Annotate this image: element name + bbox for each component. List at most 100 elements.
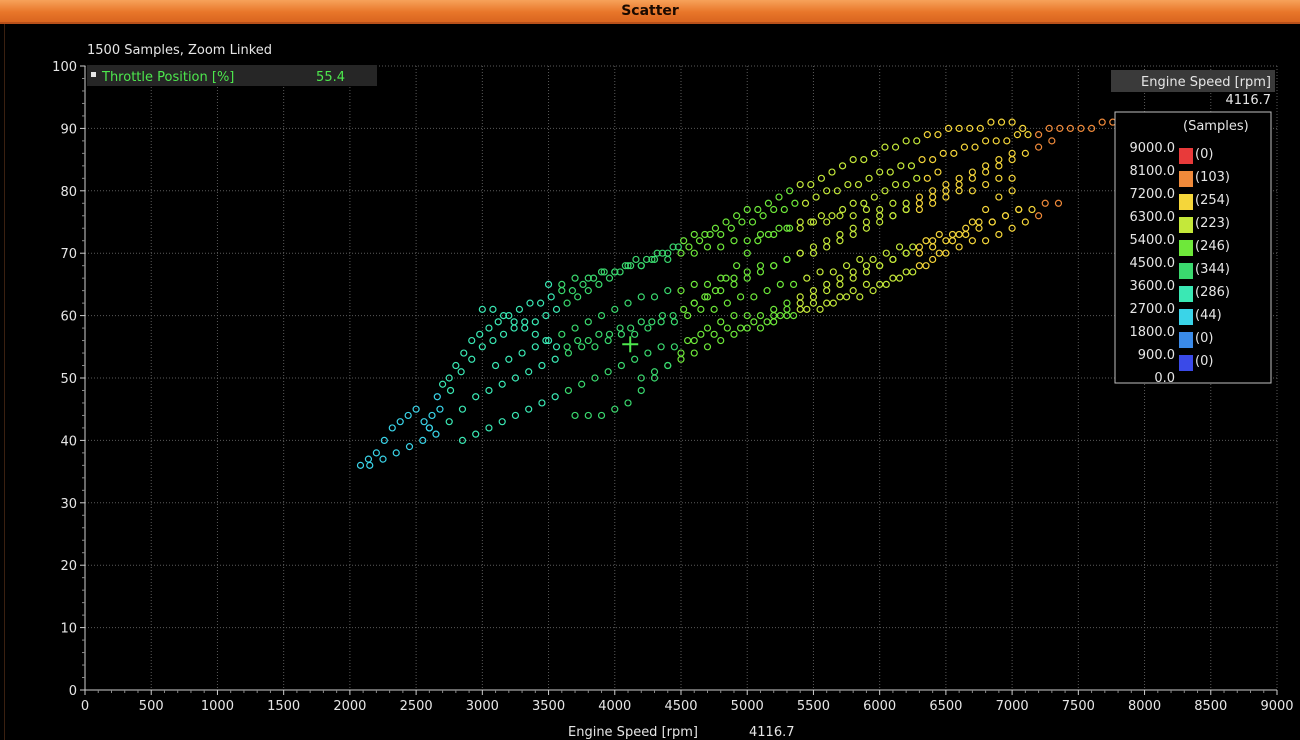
data-point — [526, 299, 534, 307]
data-point — [717, 274, 725, 282]
data-point — [913, 137, 921, 145]
data-point — [460, 349, 468, 357]
data-point — [881, 187, 889, 195]
data-point — [632, 255, 640, 264]
data-point — [909, 268, 917, 276]
data-point — [697, 330, 705, 338]
legend-color-swatch — [1179, 171, 1193, 187]
data-point — [870, 149, 878, 157]
data-point — [803, 305, 811, 313]
data-point — [838, 162, 847, 170]
data-point — [915, 193, 924, 201]
data-point — [923, 174, 931, 182]
data-point — [600, 268, 608, 276]
window-title: Scatter — [0, 0, 1300, 24]
data-point — [458, 405, 467, 413]
data-point — [571, 274, 579, 282]
legend-bin-label: 9000.0 — [1130, 141, 1176, 156]
data-point — [809, 218, 818, 226]
data-point — [558, 287, 566, 295]
data-point — [849, 230, 857, 239]
data-point — [895, 274, 904, 282]
data-point — [717, 243, 725, 251]
data-point — [597, 312, 606, 320]
data-point — [902, 180, 910, 189]
data-point — [764, 230, 773, 239]
color-channel-readout[interactable]: Engine Speed [rpm] 4116.7 — [1111, 70, 1275, 108]
data-point — [650, 368, 659, 376]
grid — [85, 65, 1278, 690]
data-point — [531, 343, 539, 351]
y-tick-label: 70 — [60, 247, 77, 262]
data-point — [1021, 218, 1029, 226]
data-point — [987, 118, 995, 126]
data-point — [763, 318, 771, 326]
data-point — [891, 143, 900, 151]
data-point — [631, 355, 639, 363]
data-point — [498, 380, 506, 388]
data-point — [669, 312, 677, 320]
data-point — [650, 255, 659, 264]
data-point — [637, 386, 645, 395]
data-point — [995, 230, 1003, 239]
data-point — [538, 361, 546, 370]
y-channel-readout[interactable]: Throttle Position [%] 55.4 — [87, 65, 377, 86]
data-point — [876, 212, 884, 220]
data-point — [823, 237, 831, 245]
data-point — [595, 330, 603, 338]
legend-title: (Samples) — [1183, 119, 1249, 134]
data-point — [923, 131, 931, 139]
data-point — [597, 268, 606, 276]
data-point — [922, 237, 930, 245]
data-point — [1041, 199, 1049, 207]
data-point — [388, 424, 396, 432]
data-point — [703, 280, 712, 288]
data-point — [564, 386, 573, 395]
data-point — [425, 424, 433, 432]
data-point — [491, 361, 500, 370]
data-point — [690, 299, 698, 307]
data-point — [955, 230, 963, 239]
data-point — [650, 293, 659, 301]
data-point — [891, 180, 900, 189]
y-tick-label: 10 — [60, 622, 77, 637]
data-point — [836, 274, 844, 282]
data-point — [1008, 187, 1016, 195]
data-point — [703, 243, 712, 251]
data-point — [571, 324, 579, 332]
scatter-chart[interactable]: 0 500 1000 1500 2000 2500 3000 3500 4000 4500 5000… — [5, 24, 1297, 740]
data-point — [1001, 212, 1010, 220]
data-point — [796, 224, 804, 232]
data-point — [995, 156, 1003, 164]
data-point — [637, 293, 645, 301]
data-point — [664, 287, 672, 295]
data-point — [711, 224, 720, 232]
data-point — [836, 237, 844, 245]
data-point — [605, 330, 614, 338]
data-point — [611, 305, 619, 313]
x-tick-label: 6500 — [929, 699, 962, 714]
x-tick-label: 1500 — [267, 699, 300, 714]
data-point — [611, 405, 619, 413]
data-point — [684, 312, 692, 320]
data-point — [547, 293, 555, 301]
data-point — [922, 262, 930, 270]
data-point — [730, 312, 738, 320]
data-point — [862, 280, 871, 288]
data-point — [1066, 124, 1074, 133]
legend-color-swatch — [1179, 148, 1193, 164]
data-point — [763, 287, 771, 295]
data-point — [677, 349, 685, 357]
data-point — [542, 336, 550, 345]
data-point — [976, 124, 984, 133]
data-point — [992, 137, 1000, 145]
y-tick-label: 80 — [60, 185, 77, 200]
data-point — [939, 149, 947, 157]
x-tick-label: 2500 — [400, 699, 433, 714]
data-point — [730, 274, 738, 282]
data-point — [458, 436, 467, 444]
data-point — [690, 349, 698, 357]
data-point — [982, 137, 990, 145]
legend-bin-count: (103) — [1195, 170, 1230, 185]
